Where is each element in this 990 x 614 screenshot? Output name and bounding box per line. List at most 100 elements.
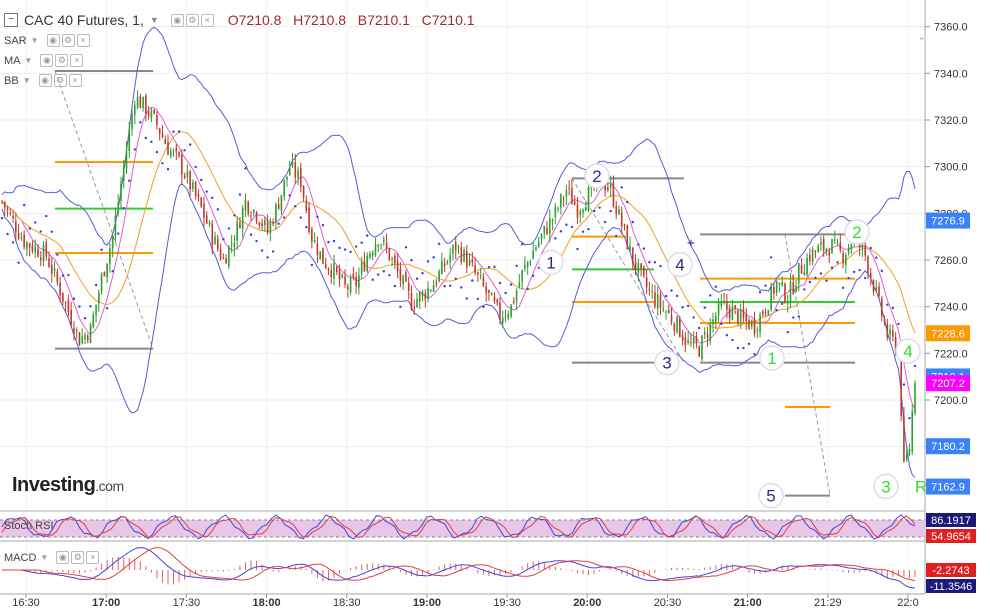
- price-label-box: [926, 212, 970, 229]
- candle: [845, 255, 847, 266]
- candle: [792, 281, 795, 294]
- candle: [706, 334, 709, 339]
- candle: [656, 294, 659, 309]
- candle: [479, 275, 482, 277]
- candle: [352, 273, 355, 279]
- candle: [396, 261, 399, 272]
- candle: [775, 281, 778, 293]
- candle: [546, 227, 548, 235]
- close-icon[interactable]: ×: [68, 74, 82, 87]
- candle: [247, 201, 250, 214]
- candle: [70, 310, 72, 326]
- sar-dot: [39, 230, 42, 233]
- candle: [286, 176, 288, 180]
- sar-dot: [515, 264, 518, 268]
- candle: [26, 242, 28, 249]
- close-icon[interactable]: ×: [70, 54, 84, 67]
- candle: [181, 154, 183, 175]
- y-tick-label: 7220.0: [934, 348, 968, 360]
- candle: [203, 203, 205, 218]
- candle: [341, 275, 344, 277]
- sar-dot: [731, 338, 734, 342]
- collapse-icon[interactable]: −: [4, 13, 18, 27]
- eye-icon[interactable]: ◉: [46, 34, 60, 47]
- candle: [371, 252, 374, 256]
- candle: [648, 289, 651, 291]
- sar-dot: [233, 214, 236, 217]
- candle: [820, 242, 822, 245]
- sar-dot: [786, 330, 789, 334]
- candle: [701, 335, 703, 360]
- x-tick-label: 18:00: [252, 597, 280, 609]
- settings-icon[interactable]: ⚙: [55, 54, 69, 67]
- sar-dot: [703, 306, 706, 309]
- elliott-circle: [873, 473, 899, 500]
- candle: [366, 255, 368, 272]
- chevron-down-icon[interactable]: ▼: [149, 15, 159, 25]
- trend-line: [571, 178, 685, 363]
- eye-icon[interactable]: ◉: [56, 551, 70, 564]
- indicator-sar[interactable]: SAR ▼ ◉ ⚙ ×: [4, 34, 90, 47]
- sar-dot: [482, 305, 485, 309]
- candle: [266, 221, 269, 233]
- candle: [698, 346, 700, 357]
- close-icon[interactable]: ×: [86, 551, 100, 564]
- close-icon[interactable]: ×: [76, 34, 90, 47]
- sar-dot: [421, 271, 424, 275]
- settings-icon[interactable]: ⚙: [53, 74, 67, 87]
- candle: [128, 128, 131, 152]
- candle: [156, 114, 158, 125]
- eye-icon[interactable]: ◉: [170, 13, 184, 27]
- sar-dot: [841, 286, 845, 290]
- settings-icon[interactable]: ⚙: [61, 34, 75, 47]
- candle: [98, 292, 100, 304]
- candle: [175, 147, 178, 152]
- sar-dot: [17, 261, 20, 264]
- candle: [457, 246, 460, 248]
- sar-dot: [753, 352, 756, 356]
- candle: [526, 261, 529, 267]
- elliott-label: 4: [675, 256, 684, 275]
- candle: [327, 268, 330, 271]
- indicator-label: BB: [4, 74, 19, 87]
- close-icon[interactable]: ×: [200, 13, 214, 27]
- price-label: 7207.2: [931, 378, 965, 390]
- candle: [109, 248, 111, 265]
- candle: [781, 281, 783, 286]
- x-tick-label: 19:00: [413, 597, 441, 609]
- x-tick-label: 21:29: [814, 597, 842, 609]
- sar-dot: [200, 178, 203, 182]
- eye-icon[interactable]: ◉: [40, 54, 54, 67]
- candle: [681, 334, 684, 341]
- chevron-down-icon[interactable]: ▼: [22, 76, 31, 85]
- indicator-bb[interactable]: BB ▼ ◉ ⚙ ×: [4, 74, 82, 87]
- candle: [889, 328, 891, 335]
- macd-legend[interactable]: MACD ▼ ◉ ⚙ ×: [4, 551, 100, 564]
- chevron-down-icon[interactable]: ▼: [24, 56, 33, 65]
- chevron-up-icon[interactable]: ⌃: [918, 36, 926, 46]
- sar-dot: [681, 306, 684, 309]
- candle: [831, 239, 833, 254]
- candle: [31, 244, 34, 252]
- stoch-value-box: [926, 529, 976, 543]
- chevron-down-icon[interactable]: ▼: [40, 553, 49, 562]
- candle: [435, 282, 438, 284]
- ma-slow-line: [1, 131, 916, 334]
- indicator-ma[interactable]: MA ▼ ◉ ⚙ ×: [4, 54, 84, 67]
- candle: [255, 212, 258, 222]
- sar-dot: [172, 130, 175, 133]
- stoch-rsi-legend[interactable]: Stoch RSI: [4, 520, 54, 532]
- sar-dot: [526, 287, 529, 291]
- settings-icon[interactable]: ⚙: [185, 13, 199, 27]
- elliott-label: R: [915, 477, 927, 496]
- chevron-down-icon[interactable]: ▼: [30, 36, 39, 45]
- candle: [432, 285, 435, 292]
- candle: [629, 245, 631, 251]
- settings-icon[interactable]: ⚙: [71, 551, 85, 564]
- eye-icon[interactable]: ◉: [38, 74, 52, 87]
- sar-dot: [105, 307, 109, 310]
- candle: [452, 245, 454, 254]
- candle: [524, 264, 526, 269]
- stoch-rsi-lines: [1, 514, 916, 540]
